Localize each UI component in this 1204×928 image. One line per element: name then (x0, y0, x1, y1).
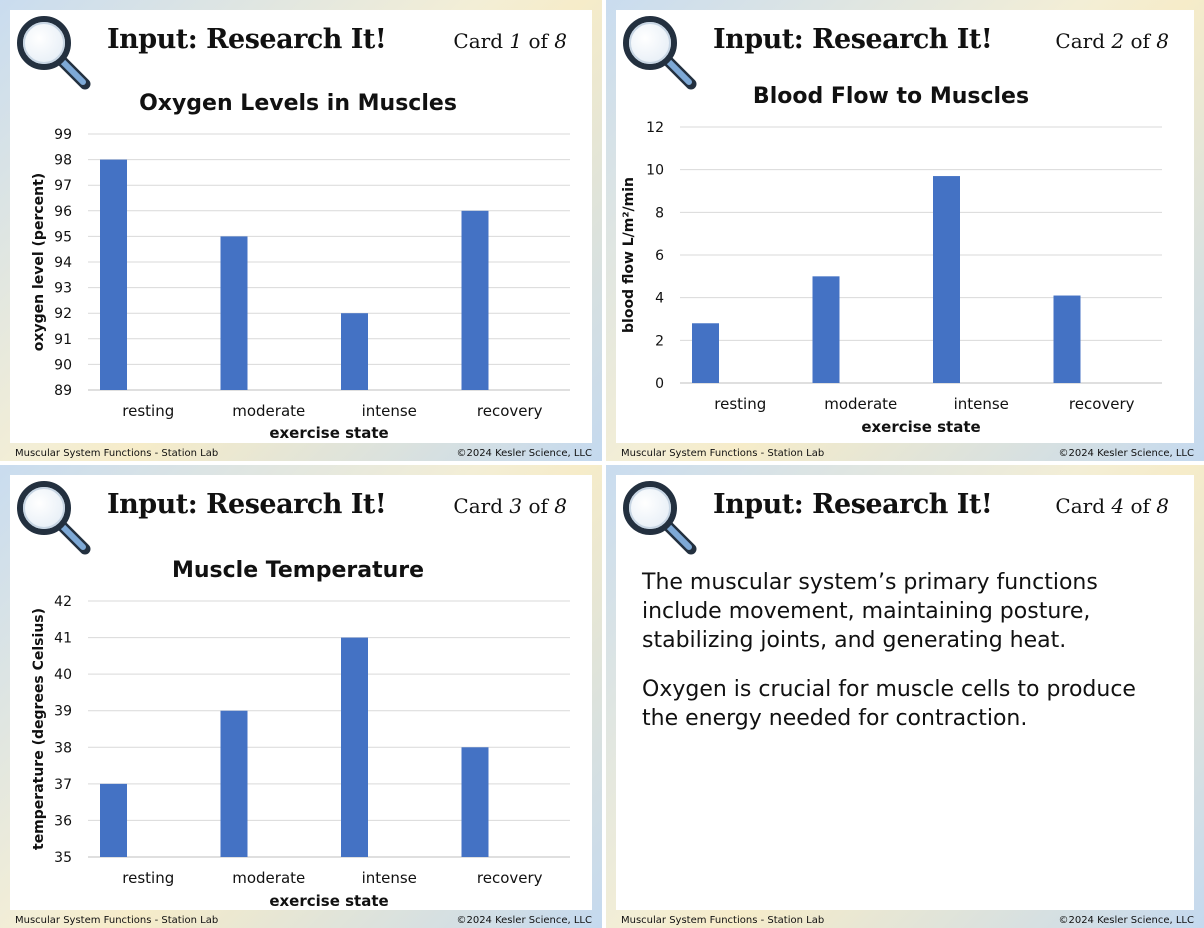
y-tick-label: 97 (54, 178, 72, 194)
card-4-footer-left: Muscular System Functions - Station Lab (621, 915, 825, 926)
bar-moderate (220, 710, 248, 857)
y-tick-label: 91 (54, 332, 72, 348)
info-paragraph-2: Oxygen is crucial for muscle cells to pr… (642, 677, 1136, 731)
category-label: resting (122, 869, 174, 887)
info-paragraph-1: The muscular system’s primary functions … (642, 570, 1098, 653)
bar-resting (692, 323, 719, 383)
magnifying-glass-icon (617, 475, 697, 555)
y-tick-label: 96 (54, 204, 72, 220)
category-label: resting (122, 402, 174, 420)
category-label: intense (954, 395, 1009, 413)
card-3-counter: Card 3 of 8 (453, 494, 567, 518)
y-tick-label: 39 (54, 704, 72, 720)
magnifying-glass-icon (617, 10, 697, 90)
y-tick-label: 2 (655, 333, 664, 349)
y-tick-label: 93 (54, 281, 72, 297)
x-axis-label: exercise state (269, 892, 388, 910)
y-tick-label: 8 (655, 205, 664, 221)
magnifying-glass-icon (11, 10, 91, 90)
card-1-counter: Card 1 of 8 (453, 29, 567, 53)
magnifying-glass-icon (11, 475, 91, 555)
bar-intense (341, 637, 368, 857)
category-label: recovery (477, 402, 543, 420)
card-4-footer-right: ©2024 Kesler Science, LLC (1058, 915, 1194, 926)
category-label: intense (362, 402, 417, 420)
bar-recovery (461, 747, 489, 857)
y-tick-label: 38 (54, 740, 72, 756)
card-4: Input: Research It! Card 4 of 8 Muscular… (606, 465, 1204, 928)
y-tick-label: 37 (54, 777, 72, 793)
y-tick-label: 12 (646, 120, 664, 136)
x-axis-label: exercise state (861, 418, 980, 436)
y-tick-label: 40 (54, 667, 72, 683)
bar-moderate (220, 236, 248, 390)
y-tick-label: 10 (646, 163, 664, 179)
card-2-counter: Card 2 of 8 (1055, 29, 1169, 53)
x-axis-label: exercise state (269, 424, 388, 442)
card-4-panel (616, 475, 1194, 910)
card-2-footer-left: Muscular System Functions - Station Lab (621, 448, 825, 459)
card-1-footer-left: Muscular System Functions - Station Lab (15, 448, 219, 459)
y-tick-label: 90 (54, 357, 72, 373)
card-2: Input: Research It! Card 2 of 8 Muscular… (606, 0, 1204, 461)
bar-intense (341, 313, 368, 390)
card-4-counter: Card 4 of 8 (1055, 494, 1169, 518)
card-1: Input: Research It! Card 1 of 8 Muscular… (0, 0, 602, 461)
bar-intense (933, 176, 960, 383)
category-label: moderate (232, 402, 305, 420)
y-tick-label: 95 (54, 229, 72, 245)
y-tick-label: 99 (54, 127, 72, 143)
y-tick-label: 36 (54, 813, 72, 829)
y-tick-label: 6 (655, 248, 664, 264)
bar-resting (100, 783, 127, 857)
y-tick-label: 94 (54, 255, 72, 271)
card-1-title: Input: Research It! (107, 24, 387, 55)
card-3-footer-left: Muscular System Functions - Station Lab (15, 915, 219, 926)
y-tick-label: 41 (54, 631, 72, 647)
bar-resting (100, 159, 127, 390)
category-label: moderate (824, 395, 897, 413)
y-tick-label: 0 (655, 376, 664, 392)
y-tick-label: 92 (54, 306, 72, 322)
category-label: intense (362, 869, 417, 887)
category-label: moderate (232, 869, 305, 887)
bar-recovery (461, 210, 489, 390)
card-4-title: Input: Research It! (713, 489, 993, 520)
chart-title: Muscle Temperature (172, 558, 424, 583)
chart-title: Oxygen Levels in Muscles (139, 91, 457, 116)
card-3-footer-right: ©2024 Kesler Science, LLC (456, 915, 592, 926)
card-2-title: Input: Research It! (713, 24, 993, 55)
y-tick-label: 35 (54, 850, 72, 866)
y-tick-label: 42 (54, 594, 72, 610)
card-2-footer-right: ©2024 Kesler Science, LLC (1058, 448, 1194, 459)
card-3-title: Input: Research It! (107, 489, 387, 520)
y-tick-label: 4 (655, 291, 664, 307)
chart-title: Blood Flow to Muscles (753, 84, 1029, 109)
y-axis-label: oxygen level (percent) (31, 173, 47, 351)
y-tick-label: 98 (54, 153, 72, 169)
bar-moderate (812, 276, 840, 383)
category-label: resting (714, 395, 766, 413)
card-4-body-text: The muscular system’s primary functions … (642, 568, 1172, 753)
card-1-footer-right: ©2024 Kesler Science, LLC (456, 448, 592, 459)
y-axis-label: blood flow L/m²/min (621, 177, 637, 333)
y-tick-label: 89 (54, 383, 72, 399)
bar-recovery (1053, 295, 1081, 383)
category-label: recovery (477, 869, 543, 887)
category-label: recovery (1069, 395, 1135, 413)
y-axis-label: temperature (degrees Celsius) (31, 608, 47, 850)
